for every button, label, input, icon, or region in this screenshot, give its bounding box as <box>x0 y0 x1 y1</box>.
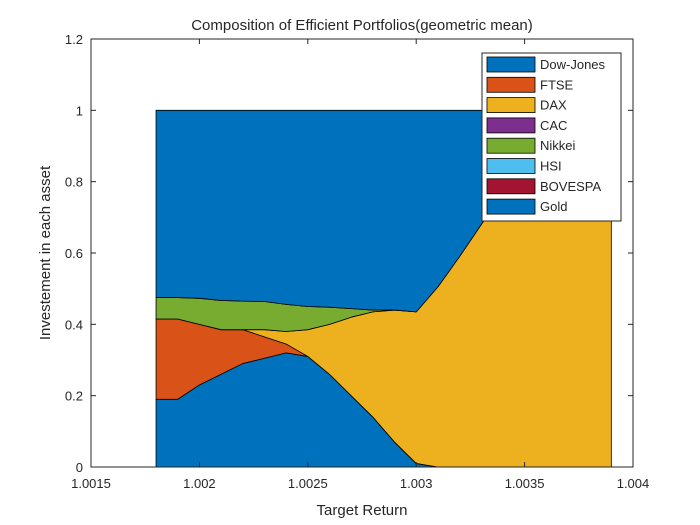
x-tick-label: 1.003 <box>400 476 433 491</box>
x-axis-label: Target Return <box>317 502 408 519</box>
legend-label: Gold <box>540 199 567 214</box>
legend-swatch <box>486 56 536 73</box>
legend-label: Dow-Jones <box>540 57 606 72</box>
y-axis-ticks: 0 0.2 0.4 0.6 0.8 1 1.2 <box>65 32 633 475</box>
x-tick-label: 1.0035 <box>505 476 545 491</box>
legend-swatch <box>486 178 536 195</box>
x-tick-label: 1.004 <box>617 476 650 491</box>
x-tick-label: 1.0025 <box>288 476 328 491</box>
legend-swatch <box>486 137 536 154</box>
legend-swatch <box>486 198 536 215</box>
y-axis-label: Investement in each asset <box>37 165 54 340</box>
legend-swatch <box>486 158 536 174</box>
legend-swatch <box>486 117 536 134</box>
x-axis-ticks: 1.0015 1.002 1.0025 1.003 1.0035 1.004 <box>71 39 649 491</box>
legend-label: Nikkei <box>540 138 576 153</box>
y-tick-label: 1.2 <box>65 32 83 47</box>
legend-label: DAX <box>540 98 567 113</box>
y-tick-label: 0 <box>76 460 83 475</box>
y-tick-label: 0.6 <box>65 246 83 261</box>
legend-label: CAC <box>540 118 567 133</box>
y-tick-label: 0.2 <box>65 389 83 404</box>
x-tick-label: 1.002 <box>183 476 216 491</box>
legend-label: HSI <box>540 159 562 174</box>
legend-swatch <box>486 97 536 113</box>
legend-label: BOVESPA <box>540 179 602 194</box>
chart-title: Composition of Efficient Portfolios(geom… <box>191 17 533 34</box>
y-tick-label: 0.4 <box>65 317 83 332</box>
legend: Dow-Jones FTSE DAX CAC Nikkei HSI BOVESPA Gold <box>481 52 622 222</box>
y-tick-label: 0.8 <box>65 175 83 190</box>
legend-swatch <box>486 76 536 93</box>
legend-label: FTSE <box>540 77 574 92</box>
x-tick-label: 1.0015 <box>71 476 111 491</box>
y-tick-label: 1 <box>76 103 83 118</box>
